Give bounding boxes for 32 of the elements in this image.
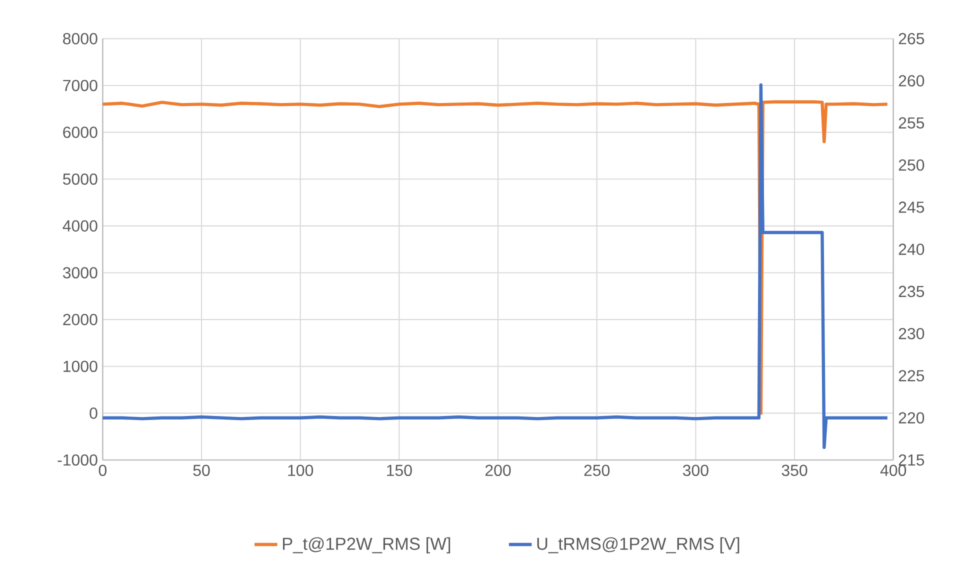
y2-tick-label: 250 <box>898 159 924 171</box>
x-tick-label: 0 <box>98 464 107 476</box>
y-tick-label: 5000 <box>63 173 98 185</box>
y2-tick-label: 245 <box>898 202 924 213</box>
x-tick-label: 200 <box>485 464 511 476</box>
x-tick-label: 50 <box>193 464 210 476</box>
y-tick-label: 3000 <box>62 267 98 278</box>
y2-tick-label: 235 <box>898 286 924 298</box>
x-tick-label: 300 <box>682 464 708 476</box>
y2-tick-label: 225 <box>898 370 924 382</box>
y2-tick-label: 265 <box>898 33 924 44</box>
x-tick-label: 250 <box>584 464 610 476</box>
x-tick-label: 400 <box>880 464 906 476</box>
y-tick-label: 7000 <box>63 80 98 92</box>
x-tick-label: 100 <box>288 464 314 476</box>
y2-tick-label: 260 <box>898 75 924 86</box>
y2-tick-label: 240 <box>898 244 924 255</box>
y-tick-label: 1000 <box>64 360 98 372</box>
y2-tick-label: 220 <box>898 412 924 424</box>
y2-tick-label: 230 <box>898 328 924 340</box>
x-tick-label: 350 <box>782 464 808 476</box>
y-tick-label: 4000 <box>62 220 98 232</box>
y-tick-label: 8000 <box>63 33 98 44</box>
y-tick-label: 6000 <box>63 126 98 138</box>
y-tick-label: -1000 <box>58 454 98 466</box>
legend-label: U_tRMS@1P2W_RMS [V] <box>537 537 740 554</box>
y-tick-label: 2000 <box>63 314 98 326</box>
x-tick-label: 150 <box>387 464 412 476</box>
y-tick-label: 0 <box>90 408 98 419</box>
legend-label: P_t@1P2W_RMS [W] <box>282 537 450 554</box>
y2-tick-label: 255 <box>898 117 924 129</box>
y2-tick-label: 215 <box>898 454 924 466</box>
